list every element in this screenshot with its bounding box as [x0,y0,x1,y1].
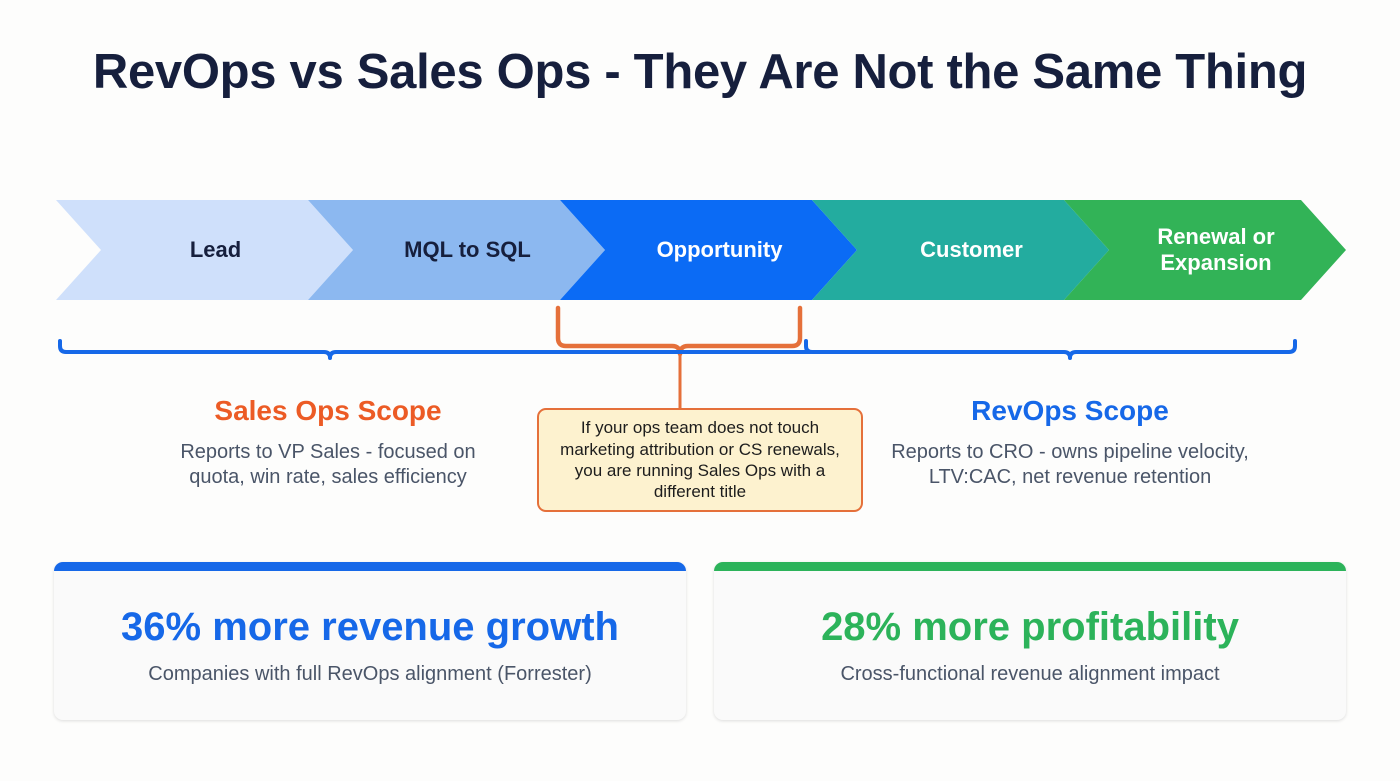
stat-card-headline: 28% more profitability [821,605,1239,649]
funnel-stage-mql-to-sql: MQL to SQL [308,200,605,300]
sales-ops-scope-bracket [58,339,594,360]
stat-card-body: 28% more profitability Cross-functional … [714,571,1346,720]
revops-scope-title: RevOps Scope [971,395,1169,426]
funnel-stage-opportunity: Opportunity [560,200,857,300]
stat-card-revenue-growth: 36% more revenue growth Companies with f… [54,562,686,720]
stat-card-accent-bar [714,562,1346,571]
funnel-stage-label: Customer [920,237,1023,263]
sales-ops-scope-block: Sales Ops Scope Reports to VP Sales - fo… [58,395,598,491]
funnel-diagram: Lead MQL to SQL Opportunity Customer Ren… [56,200,1346,300]
scope-brackets [58,305,1297,408]
callout-box: If your ops team does not touch marketin… [537,408,863,512]
funnel-stage-label: Lead [189,237,242,263]
funnel-stage-label: Renewal or Expansion [1157,224,1275,275]
stat-card-caption: Companies with full RevOps alignment (Fo… [148,663,592,685]
funnel-stage-label: Opportunity [656,237,783,263]
revops-scope-bracket [804,339,1297,360]
revops-scope-description: Reports to CRO - owns pipeline velocity,… [891,440,1249,489]
stat-card-caption: Cross-functional revenue alignment impac… [840,663,1220,685]
funnel-stage-customer: Customer [812,200,1109,300]
stat-card-headline: 36% more revenue growth [121,605,619,649]
callout-text: If your ops team does not touch marketin… [560,418,840,502]
stat-card-accent-bar [54,562,686,571]
page-title: RevOps vs Sales Ops - They Are Not the S… [92,45,1308,99]
sales-ops-scope-title: Sales Ops Scope [214,395,442,426]
funnel-stage-lead: Lead [56,200,353,300]
sales-ops-scope-description: Reports to VP Sales - focused on quota, w… [180,440,476,489]
funnel-stage-renewal-or-expansion: Renewal or Expansion [1064,200,1346,300]
stat-card-profitability: 28% more profitability Cross-functional … [714,562,1346,720]
revops-scope-block: RevOps Scope Reports to CRO - owns pipel… [800,395,1340,491]
opportunity-bracket [555,305,803,357]
stat-card-body: 36% more revenue growth Companies with f… [54,571,686,720]
funnel-stage-label: MQL to SQL [404,237,531,263]
